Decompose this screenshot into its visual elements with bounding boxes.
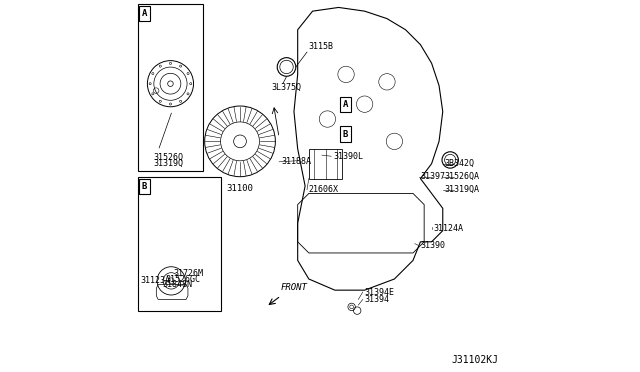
Text: 31726M: 31726M [173,269,203,278]
Text: 21606X: 21606X [309,185,339,194]
Bar [138,177,221,311]
Text: 31394E: 31394E [365,288,395,296]
Text: 31526QA: 31526QA [445,172,479,181]
Text: 31319Q: 31319Q [154,159,183,168]
Text: 31397: 31397 [420,172,445,181]
FancyBboxPatch shape [139,179,150,194]
Text: A: A [343,100,348,109]
FancyBboxPatch shape [340,97,351,112]
Text: J31102KJ: J31102KJ [452,355,499,365]
Text: 31390: 31390 [420,241,445,250]
Text: A: A [142,9,147,18]
Text: 3B342Q: 3B342Q [445,159,475,168]
Text: 31100: 31100 [227,184,253,193]
Text: 31123A: 31123A [140,276,170,285]
Text: 3115B: 3115B [309,42,334,51]
FancyBboxPatch shape [340,126,351,142]
Text: 31526Q: 31526Q [154,153,183,162]
Text: FRONT: FRONT [281,283,308,292]
Text: 31124A: 31124A [433,224,463,233]
Text: B: B [343,130,348,139]
Text: 31188A: 31188A [281,157,311,166]
Text: 31390L: 31390L [333,152,363,161]
FancyBboxPatch shape [139,6,150,21]
Text: 3L375Q: 3L375Q [271,83,301,92]
Text: 31319QA: 31319QA [445,185,479,194]
Text: B: B [142,182,147,191]
Text: 31526GC: 31526GC [166,275,200,283]
Bar [138,4,203,171]
Text: 31848N: 31848N [162,280,192,289]
Text: 31394: 31394 [365,295,390,304]
